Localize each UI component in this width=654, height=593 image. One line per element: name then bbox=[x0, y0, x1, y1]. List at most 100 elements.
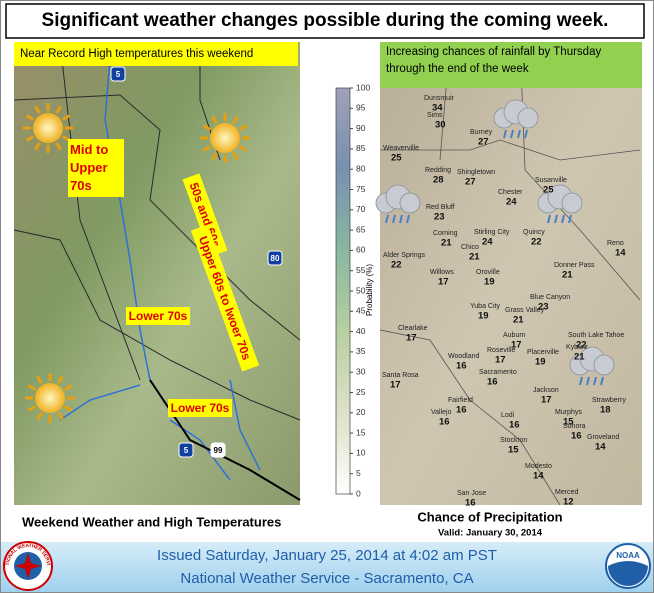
sun-ray bbox=[25, 135, 35, 142]
colorbar-tick-label: 70 bbox=[356, 204, 366, 214]
city-value: 16 bbox=[465, 498, 476, 509]
colorbar-tick-label: 10 bbox=[356, 448, 366, 458]
city-name: Burney bbox=[470, 129, 493, 136]
colorbar-tick-label: 100 bbox=[356, 82, 370, 92]
city-value: 17 bbox=[495, 355, 506, 366]
city-name: Vallejo bbox=[431, 409, 452, 416]
highway-shield bbox=[210, 442, 226, 458]
city-name: Fairfield bbox=[448, 397, 473, 404]
city-value: 16 bbox=[456, 405, 467, 416]
annotation: Lower 70s bbox=[126, 307, 190, 325]
raindrop bbox=[503, 129, 507, 139]
city-value: 25 bbox=[391, 153, 402, 164]
annotation: Lower 70s bbox=[168, 399, 232, 417]
annotation-text: Mid to Upper 70s bbox=[70, 142, 109, 193]
sun-ray bbox=[57, 375, 64, 385]
colorbar-tick-label: 5 bbox=[356, 468, 361, 478]
sun-ray bbox=[25, 114, 35, 121]
city-name: Chester bbox=[498, 189, 523, 196]
city-value: 17 bbox=[438, 277, 449, 288]
sun-ray bbox=[27, 405, 37, 412]
colorbar-tick-label: 30 bbox=[356, 366, 366, 376]
city-value: 15 bbox=[563, 417, 574, 428]
sun-ray bbox=[27, 384, 37, 391]
city-value: 22 bbox=[576, 340, 587, 351]
city-value: 25 bbox=[543, 185, 554, 196]
city-name: Alder Springs bbox=[383, 252, 426, 259]
city-name: Kyburz bbox=[566, 344, 588, 351]
annotation-wrap: Mid to Upper 70s bbox=[70, 142, 109, 193]
city-value: 24 bbox=[482, 237, 493, 248]
city-name: Santa Rosa bbox=[382, 372, 419, 379]
colorbar-tick-label: 0 bbox=[356, 488, 361, 498]
colorbar-tick-label: 95 bbox=[356, 103, 366, 113]
annotation-bg bbox=[126, 307, 190, 325]
highway-number: 5 bbox=[116, 70, 121, 79]
city-value: 27 bbox=[478, 137, 489, 148]
cloud bbox=[517, 107, 539, 129]
city-value: 23 bbox=[434, 212, 445, 223]
city-name: Willows bbox=[430, 269, 454, 276]
city-name: Auburn bbox=[503, 332, 526, 339]
city-name: Red Bluff bbox=[426, 204, 455, 211]
sun-ray bbox=[34, 141, 41, 151]
highway-shield bbox=[267, 250, 283, 266]
raindrop bbox=[568, 214, 572, 224]
sun-ray bbox=[211, 115, 218, 125]
annotation: Mid to Upper 70s bbox=[68, 139, 124, 197]
annotation-bg bbox=[68, 139, 124, 197]
right-caption: Chance of Precipitation bbox=[417, 509, 562, 524]
raindrop bbox=[586, 376, 590, 386]
colorbar-tick-label: 85 bbox=[356, 143, 366, 153]
city-name: Merced bbox=[555, 489, 578, 496]
city-name: Lodi bbox=[501, 412, 515, 419]
annotation-text: Lower 70s bbox=[171, 401, 230, 415]
city-value: 21 bbox=[441, 238, 452, 249]
colorbar-tick-label: 35 bbox=[356, 346, 366, 356]
raindrop bbox=[561, 214, 565, 224]
city-value: 21 bbox=[562, 270, 573, 281]
city-name: Quincy bbox=[523, 229, 545, 236]
raindrop bbox=[406, 214, 410, 224]
colorbar-tick-label: 50 bbox=[356, 285, 366, 295]
city-value: 17 bbox=[390, 380, 401, 391]
city-name: Redding bbox=[425, 167, 451, 174]
raindrop bbox=[600, 376, 604, 386]
sun-ray bbox=[36, 375, 43, 385]
city-name: Weaverville bbox=[383, 145, 419, 152]
left-label-bg bbox=[14, 42, 298, 66]
city-name: Jackson bbox=[533, 387, 559, 394]
sun-ray bbox=[57, 411, 64, 421]
city-value: 16 bbox=[571, 431, 582, 442]
city-value: 19 bbox=[535, 357, 546, 368]
city-name: Chico bbox=[461, 244, 479, 251]
noaa-logo-text: NOAA bbox=[616, 551, 640, 560]
city-value: 17 bbox=[511, 340, 522, 351]
right-label-bg bbox=[380, 42, 642, 88]
city-name: Yuba City bbox=[470, 303, 500, 310]
sun bbox=[33, 113, 63, 143]
noaa-logo-wave bbox=[608, 561, 648, 586]
raindrop bbox=[510, 129, 514, 139]
city-value: 22 bbox=[531, 237, 542, 248]
colorbar-tick-label: 20 bbox=[356, 407, 366, 417]
sun-ray bbox=[232, 115, 239, 125]
raindrop bbox=[524, 129, 528, 139]
colorbar-tick-label: 80 bbox=[356, 163, 366, 173]
raindrop bbox=[385, 214, 389, 224]
annotation-text: Lower 70s bbox=[129, 309, 188, 323]
right-label: Increasing chances of rainfall by Thursd… bbox=[386, 46, 602, 75]
highway-shield bbox=[110, 66, 126, 82]
right-label-wrap: Increasing chances of rainfall by Thursd… bbox=[386, 46, 602, 75]
city-name: Dunsmuir bbox=[424, 95, 455, 102]
city-value: 14 bbox=[595, 442, 606, 453]
sun-ray bbox=[202, 145, 212, 152]
raindrop bbox=[517, 129, 521, 139]
sun-ray bbox=[55, 105, 62, 115]
colorbar-tick-label: 65 bbox=[356, 224, 366, 234]
city-name: Woodland bbox=[448, 353, 480, 360]
city-value: 21 bbox=[469, 252, 480, 263]
header-box bbox=[5, 3, 645, 39]
